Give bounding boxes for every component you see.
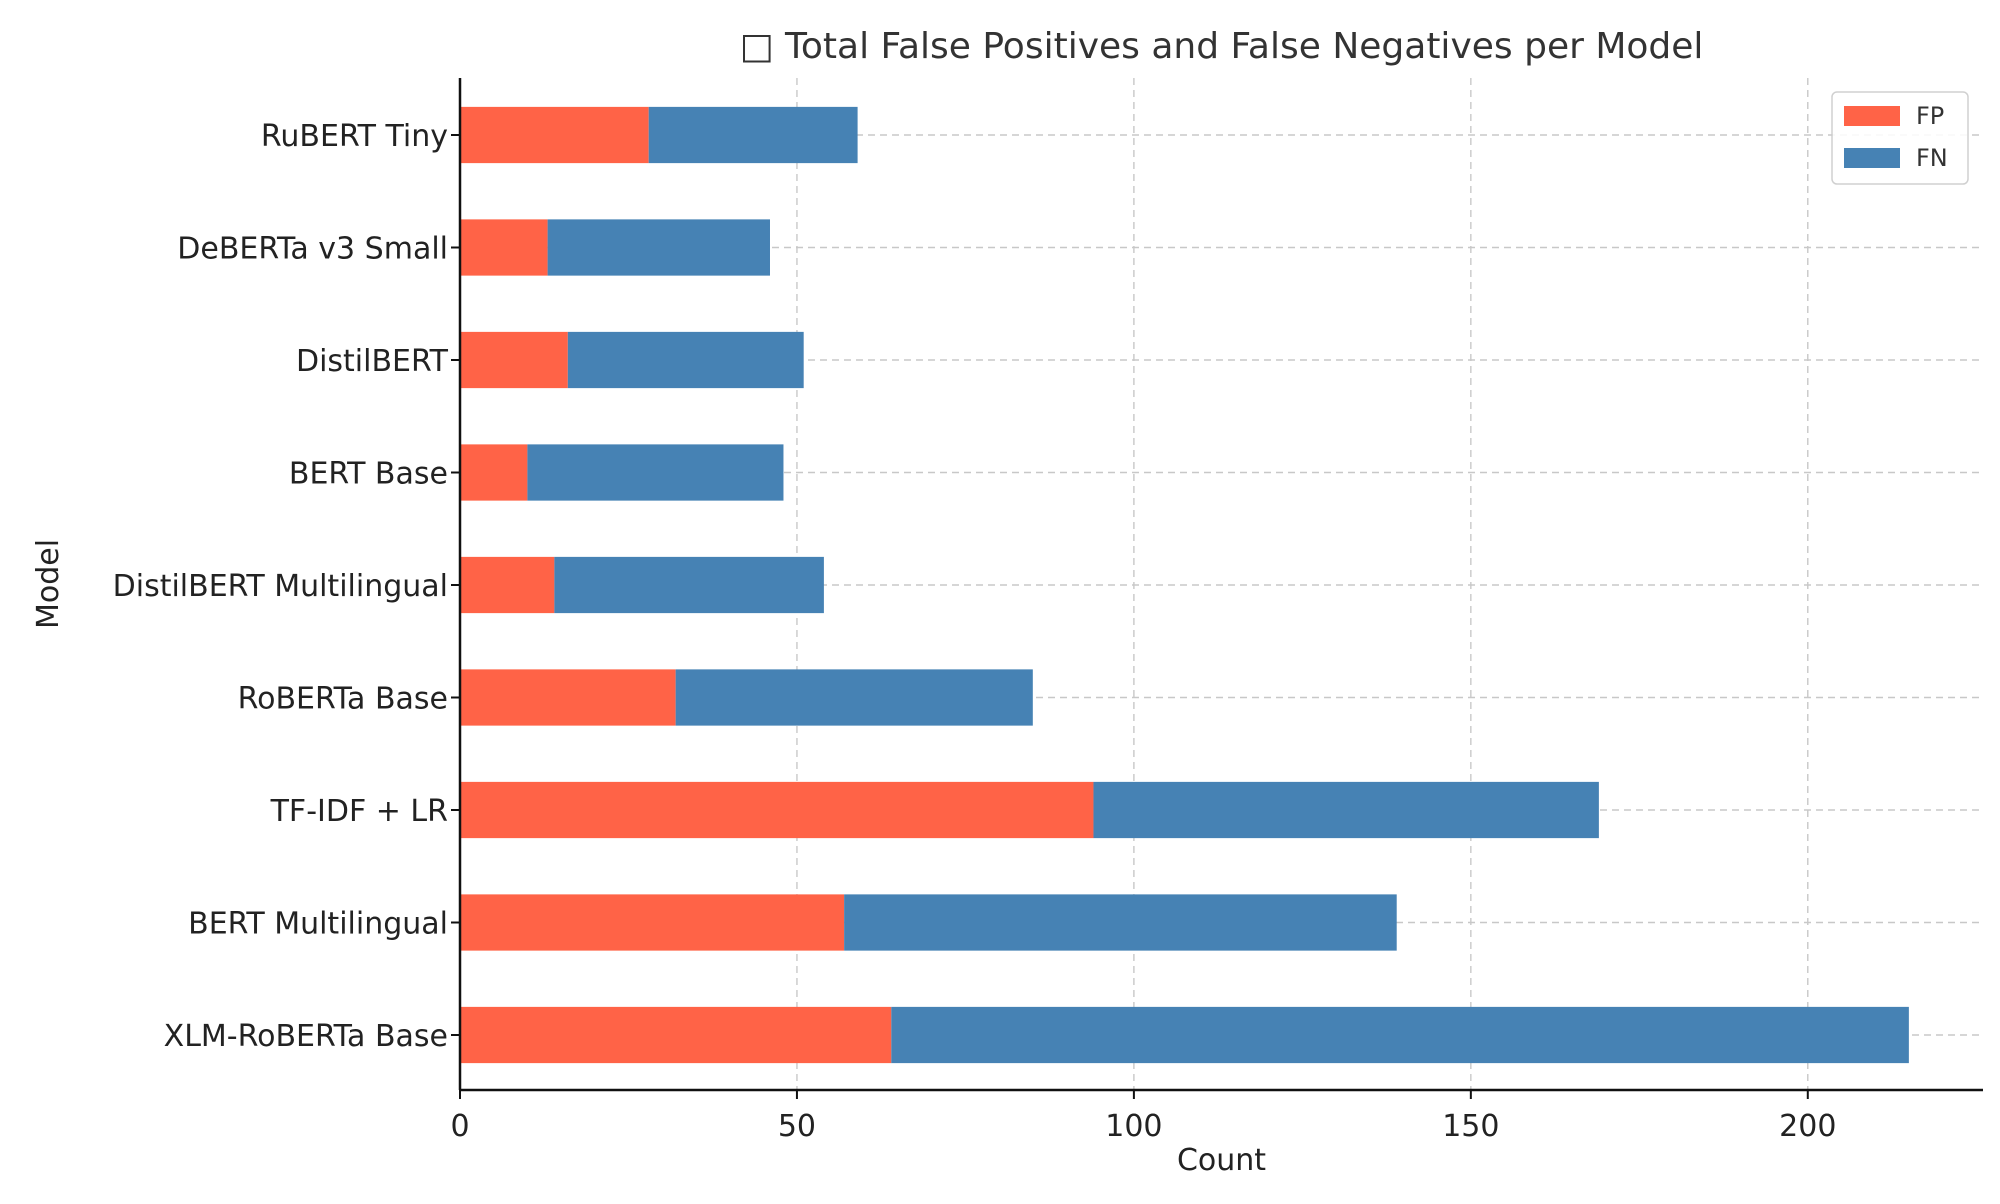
y-tick-label: RuBERT Tiny bbox=[261, 119, 448, 154]
y-tick-label: DeBERTa v3 Small bbox=[177, 232, 448, 267]
y-tick-label: RoBERTa Base bbox=[238, 682, 448, 717]
bars bbox=[460, 106, 1909, 1064]
axes: 0 50 100 150 200 XLM-RoBERTa Base BERT Multili… bbox=[113, 78, 1983, 1144]
bar-fn bbox=[648, 106, 858, 164]
bar-fp bbox=[460, 444, 528, 501]
bar-fn bbox=[1093, 781, 1599, 839]
x-axis-label: Count bbox=[1177, 1143, 1266, 1178]
x-tick-label: 50 bbox=[778, 1109, 816, 1144]
x-tick-label: 100 bbox=[1105, 1109, 1162, 1144]
y-tick-label: TF-IDF + LR bbox=[270, 794, 448, 829]
y-tick-label: BERT Base bbox=[289, 457, 448, 492]
legend-swatch-fp bbox=[1844, 106, 1900, 126]
bar-fp bbox=[460, 781, 1094, 839]
chart-title: □ Total False Positives and False Negati… bbox=[740, 26, 1704, 67]
x-tick-label: 150 bbox=[1442, 1109, 1499, 1144]
y-axis-label: Model bbox=[31, 539, 66, 629]
bar-fn bbox=[567, 331, 804, 389]
x-tick-label: 200 bbox=[1779, 1109, 1836, 1144]
bar-fp bbox=[460, 331, 568, 389]
x-tick-label: 0 bbox=[450, 1109, 469, 1144]
bar-fp bbox=[460, 669, 676, 726]
bar-fp bbox=[460, 894, 845, 951]
legend-label-fn: FN bbox=[1916, 144, 1948, 172]
y-tick-label: DistilBERT bbox=[296, 344, 449, 379]
bar-fn bbox=[554, 556, 824, 614]
y-tick-label: BERT Multilingual bbox=[188, 907, 448, 942]
bar-fn bbox=[527, 444, 784, 501]
y-tick-label: XLM-RoBERTa Base bbox=[164, 1019, 448, 1054]
bar-fn bbox=[844, 894, 1397, 951]
bar-fn bbox=[675, 669, 1033, 726]
bar-fp bbox=[460, 1006, 892, 1064]
bar-fn bbox=[547, 219, 770, 276]
bar-fn bbox=[891, 1006, 1909, 1064]
bar-fp bbox=[460, 556, 555, 614]
bar-fp bbox=[460, 219, 548, 276]
y-tick-label: DistilBERT Multilingual bbox=[113, 569, 448, 604]
labels: □ Total False Positives and False Negati… bbox=[31, 26, 1703, 1178]
bar-fp bbox=[460, 106, 649, 164]
legend: FP FN bbox=[1831, 91, 1969, 185]
legend-label-fp: FP bbox=[1916, 102, 1944, 130]
legend-swatch-fn bbox=[1844, 148, 1900, 168]
